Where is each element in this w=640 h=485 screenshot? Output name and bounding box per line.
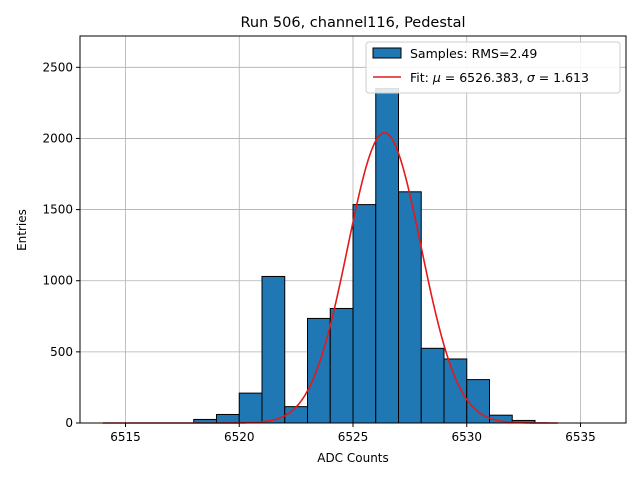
histogram-bar: [443, 358, 468, 424]
legend-fit-mu-value: = 6526.383,: [441, 70, 527, 85]
y-tick-label: 500: [50, 345, 73, 359]
histogram-bar: [284, 406, 308, 424]
histogram-bar: [352, 204, 377, 424]
x-tick-label: 6535: [565, 430, 596, 444]
y-tick-label: 1000: [42, 274, 73, 288]
y-tick-label: 2500: [42, 60, 73, 74]
y-axis-ticks: 0 500 1000 1500 2000 2500: [42, 60, 80, 430]
legend-samples-label: Samples: RMS=2.49: [410, 46, 537, 61]
y-tick-label: 2000: [42, 131, 73, 145]
x-tick-label: 6515: [110, 430, 141, 444]
x-axis-label: ADC Counts: [317, 451, 389, 465]
histogram-bar: [329, 307, 354, 424]
histogram-bar: [261, 275, 286, 424]
y-tick-label: 0: [65, 416, 73, 430]
y-axis-label: Entries: [15, 209, 29, 251]
legend-fit-sigma-symbol: σ: [527, 70, 536, 85]
histogram-bar: [307, 317, 331, 424]
legend-box: [365, 41, 621, 94]
legend-samples-swatch: [372, 47, 402, 59]
legend-fit-sigma-value: = 1.613: [535, 70, 589, 85]
legend-fit-label: Fit: μ = 6526.383, σ = 1.613: [410, 70, 589, 85]
legend-fit-mu-symbol: μ: [432, 70, 441, 85]
histogram-bar: [238, 392, 263, 424]
x-tick-label: 6520: [224, 430, 255, 444]
histogram-bar: [420, 347, 445, 424]
x-tick-label: 6525: [338, 430, 369, 444]
histogram-bar: [216, 413, 240, 424]
histogram-bar: [375, 88, 399, 424]
x-tick-label: 6530: [451, 430, 482, 444]
chart-title: Run 506, channel116, Pedestal: [240, 15, 465, 31]
histogram-bar: [398, 191, 422, 424]
x-axis-ticks: 6515 6520 6525 6530 6535: [110, 423, 596, 444]
legend: Samples: RMS=2.49 Fit: μ = 6526.383, σ =…: [365, 41, 621, 94]
legend-fit-prefix: Fit:: [410, 70, 433, 85]
y-tick-label: 1500: [42, 203, 73, 217]
